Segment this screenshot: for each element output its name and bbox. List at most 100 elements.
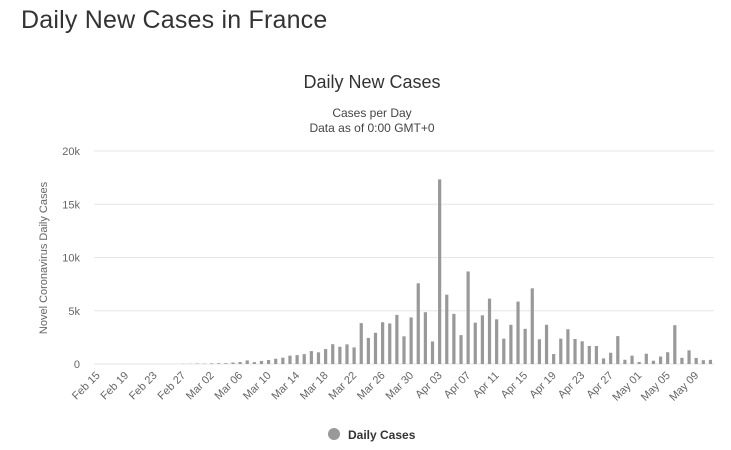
bar-mar-06[interactable] <box>238 361 242 364</box>
bar-apr-14[interactable] <box>516 301 520 364</box>
bar-mar-15[interactable] <box>302 354 306 364</box>
chart-subtitle-line-2: Data as of 0:00 GMT+0 <box>309 121 434 135</box>
x-tick-label: Mar 22 <box>327 370 360 403</box>
bar-apr-25[interactable] <box>594 345 599 364</box>
x-tick-label: Mar 30 <box>384 370 417 403</box>
x-tick-label: Mar 02 <box>184 370 217 403</box>
bar-mar-31[interactable] <box>416 283 420 364</box>
bar-mar-09[interactable] <box>259 360 264 364</box>
x-tick-label: Feb 27 <box>156 370 189 403</box>
bar-mar-26[interactable] <box>381 322 385 364</box>
bar-mar-12[interactable] <box>281 357 285 364</box>
bar-mar-30[interactable] <box>409 317 413 364</box>
x-tick-label: Feb 23 <box>127 370 160 403</box>
bar-apr-30[interactable] <box>630 355 634 364</box>
legend[interactable]: Daily Cases <box>328 428 416 442</box>
bar-mar-28[interactable] <box>395 314 399 364</box>
x-tick-label: Apr 15 <box>499 370 530 401</box>
bar-apr-13[interactable] <box>509 324 513 364</box>
y-axis-label: Novel Coronavirus Daily Cases <box>38 181 50 334</box>
bar-apr-28[interactable] <box>616 336 620 364</box>
bar-mar-16[interactable] <box>309 351 313 364</box>
bar-apr-04[interactable] <box>445 294 449 364</box>
bar-apr-10[interactable] <box>487 298 492 364</box>
x-tick-label: Apr 23 <box>556 370 587 401</box>
grid-layer <box>94 150 714 365</box>
bar-mar-13[interactable] <box>288 355 292 364</box>
x-tick-label: May 09 <box>667 370 701 404</box>
bar-apr-08[interactable] <box>473 322 477 364</box>
bar-may-08[interactable] <box>687 350 691 364</box>
bar-mar-24[interactable] <box>366 337 370 364</box>
bar-apr-05[interactable] <box>452 313 456 364</box>
bar-apr-29[interactable] <box>623 359 627 364</box>
x-tick-label: Feb 15 <box>70 370 103 403</box>
x-tick-label: Mar 10 <box>241 370 274 403</box>
legend-marker <box>328 428 340 440</box>
bar-mar-07[interactable] <box>245 360 249 364</box>
bar-apr-22[interactable] <box>573 339 577 364</box>
bar-may-09[interactable] <box>694 357 698 364</box>
bar-may-06[interactable] <box>673 325 677 364</box>
bar-mar-27[interactable] <box>388 323 392 364</box>
bar-mar-18[interactable] <box>324 349 328 364</box>
bar-apr-27[interactable] <box>609 352 613 364</box>
bar-mar-04[interactable] <box>224 363 228 364</box>
bar-apr-23[interactable] <box>580 341 584 364</box>
bar-apr-19[interactable] <box>552 354 556 364</box>
bar-mar-19[interactable] <box>331 344 335 364</box>
y-tick-label: 15k <box>62 199 80 211</box>
bar-apr-17[interactable] <box>537 339 542 364</box>
bar-apr-07[interactable] <box>466 271 470 364</box>
bar-mar-03[interactable] <box>217 363 221 364</box>
bar-mar-10[interactable] <box>266 360 271 364</box>
bar-mar-02[interactable] <box>209 363 214 364</box>
x-tick-label: Mar 06 <box>213 370 246 403</box>
bar-may-02[interactable] <box>644 353 648 364</box>
bar-mar-05[interactable] <box>231 362 235 364</box>
bar-mar-22[interactable] <box>352 347 356 364</box>
bar-apr-09[interactable] <box>480 315 484 364</box>
bar-apr-12[interactable] <box>502 338 506 364</box>
y-tick-label: 10k <box>62 253 80 265</box>
bar-may-10[interactable] <box>701 360 705 364</box>
bar-may-03[interactable] <box>651 360 656 364</box>
bar-may-11[interactable] <box>708 359 713 364</box>
bar-mar-08[interactable] <box>252 362 256 364</box>
x-tick-label: Mar 14 <box>270 370 303 403</box>
y-tick-label: 5k <box>68 306 80 318</box>
bar-apr-21[interactable] <box>566 329 570 364</box>
bar-mar-14[interactable] <box>295 355 299 364</box>
bar-mar-29[interactable] <box>402 336 406 364</box>
x-tick-label: Apr 11 <box>471 370 502 401</box>
bar-apr-03[interactable] <box>438 179 442 364</box>
bar-mar-20[interactable] <box>338 346 342 364</box>
bar-may-05[interactable] <box>666 352 670 364</box>
bar-apr-26[interactable] <box>601 358 606 364</box>
bar-apr-11[interactable] <box>495 319 499 364</box>
x-tick-label: May 01 <box>610 370 644 404</box>
bar-mar-23[interactable] <box>359 323 363 364</box>
bar-apr-16[interactable] <box>530 288 534 364</box>
x-tick-label: Apr 03 <box>413 370 444 401</box>
bar-may-01[interactable] <box>637 361 641 364</box>
bar-layer <box>167 179 713 364</box>
bar-apr-06[interactable] <box>459 335 463 364</box>
bar-mar-21[interactable] <box>345 344 349 364</box>
bar-apr-15[interactable] <box>523 328 527 364</box>
x-tick-label: Mar 26 <box>355 370 388 403</box>
bar-mar-17[interactable] <box>316 352 321 364</box>
bar-apr-24[interactable] <box>587 345 591 364</box>
bar-apr-20[interactable] <box>559 338 563 364</box>
bar-apr-01[interactable] <box>423 312 427 364</box>
bar-mar-25[interactable] <box>373 332 378 364</box>
x-tick-label: Apr 19 <box>527 370 558 401</box>
bar-apr-18[interactable] <box>544 324 549 364</box>
bar-apr-02[interactable] <box>430 341 435 364</box>
bar-may-07[interactable] <box>680 357 684 364</box>
x-tick-label: Feb 19 <box>99 370 132 403</box>
bar-may-04[interactable] <box>658 356 663 364</box>
bar-mar-11[interactable] <box>274 358 278 364</box>
